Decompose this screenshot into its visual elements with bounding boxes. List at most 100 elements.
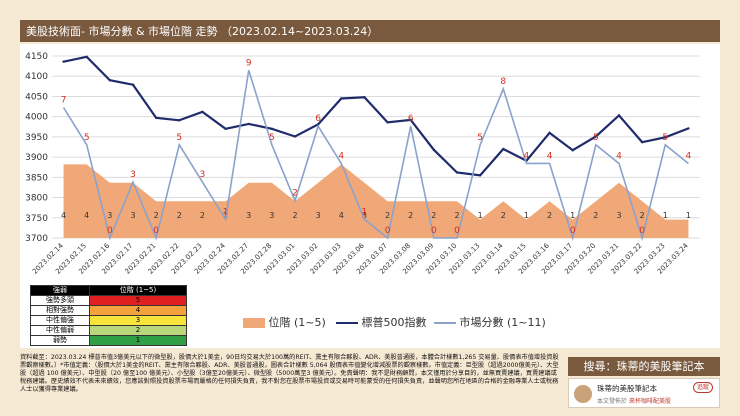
level-row: 弱勢 1 [30,335,187,346]
legend-score-label: 市場分數 (1~11) [459,316,546,329]
sp500-point [131,83,135,86]
legend-area-label: 位階 (1~5) [268,316,326,329]
sp500-point [108,79,112,82]
score-line [62,70,689,241]
search-banner: 搜尋：珠蒂的美股筆記本 [568,357,720,376]
level-table: 強弱 位階 (1~5) 強勢多頭 5 相對強勢 4 中性偏強 3 中性偏弱 2 弱勢 1 [30,285,187,346]
sp500-point [548,131,551,135]
brand-meta: 本文發佈於 來杯咖啡配美股 [597,396,671,405]
level-data-label: 1 [524,211,529,220]
score-data-label: 0 [454,226,460,236]
level-data-label: 2 [593,211,598,220]
legend-score: 市場分數 (1~11) [434,314,546,330]
legend-sp500: 標普500指數 [336,314,427,330]
score-data-label: 8 [500,77,506,87]
level-data-label: 3 [362,211,367,220]
brand-meta-prefix: 本文發佈於 [597,398,628,405]
brand-meta-link[interactable]: 來杯咖啡配美股 [628,398,671,405]
level-data-label: 2 [547,211,552,220]
score-data-label: 4 [686,151,692,161]
y-tick-label: 4150 [25,52,48,62]
level-row: 相對強勢 4 [30,305,187,316]
level-data-label: 2 [454,211,459,220]
score-data-label: 0 [570,226,576,236]
level-data-label: 3 [616,211,621,220]
legend-area-swatch [243,318,265,328]
follow-button[interactable]: 追蹤 [692,382,713,393]
score-data-label: 0 [639,226,645,236]
level-row-swatch: 1 [89,335,187,346]
score-data-label: 5 [84,133,90,143]
sp500-point [85,55,88,59]
level-data-label: 3 [269,211,274,220]
y-tick-label: 3700 [25,234,48,244]
level-data-label: 4 [61,211,66,220]
sp500-point [316,123,320,126]
sp500-point [363,96,366,99]
level-data-label: 3 [246,211,251,220]
level-data-label: 3 [107,211,112,220]
score-data-label: 6 [408,114,414,124]
score-data-label: 6 [315,114,321,124]
chart-title: 美股技術面- 市場分數 & 市場位階 走勢 （2023.02.14~2023.0… [26,25,379,38]
level-data-label: 2 [292,211,297,220]
score-data-label: 5 [593,133,599,143]
score-data-label: 9 [246,58,252,68]
level-data-label: 2 [501,211,506,220]
level-row-swatch: 5 [89,295,187,306]
score-data-label: 4 [524,151,530,161]
brand-name: 珠蒂的美股筆記本 [597,384,657,393]
level-row-label: 弱勢 [30,335,90,346]
legend-area: 位階 (1~5) [243,314,326,330]
level-data-label: 2 [200,211,205,220]
level-data-label: 1 [478,211,483,220]
level-data-label: 3 [130,211,135,220]
y-tick-label: 3950 [25,133,48,143]
sp500-point [409,118,412,122]
sp500-point [293,135,297,138]
score-data-label: 3 [130,170,136,180]
y-tick-label: 4050 [25,92,48,102]
level-data-label: 2 [640,211,645,220]
level-data-label: 1 [686,211,691,220]
area-series-level [63,164,689,238]
score-data-label: 5 [269,133,275,143]
legend-sp500-label: 標普500指數 [361,316,427,329]
level-row: 中性偏強 3 [30,315,187,326]
sp500-point [502,147,505,151]
score-data-label: 5 [477,133,483,143]
y-tick-label: 3800 [25,194,48,204]
sp500-point [687,127,690,130]
level-data-label: 2 [177,211,182,220]
sp500-point [455,171,459,174]
level-row-label: 相對強勢 [30,305,90,316]
score-data-label: 1 [362,207,368,217]
level-table-header-level: 位階 (1~5) [89,285,187,296]
score-data-label: 0 [153,226,159,236]
sp500-point [664,136,667,139]
sp500-point [154,116,158,120]
level-row-label: 中性偏強 [30,315,90,326]
level-data-label: 2 [408,211,413,220]
level-row-swatch: 4 [89,305,187,316]
score-data-label: 0 [107,226,113,236]
score-data-label: 5 [662,133,668,143]
sp500-point [270,127,274,130]
footer-disclaimer: 資料截至：2023.03.24 標普市值3億美元以下的微型股，股價大於1美金，9… [20,354,559,393]
score-data-label: 3 [200,170,206,180]
score-data-label: 2 [292,189,298,199]
sp500-point [247,122,250,126]
score-data-label: 7 [61,96,67,106]
level-data-label: 1 [570,211,575,220]
level-data-label: 4 [339,211,344,220]
y-tick-label: 4000 [25,113,48,123]
score-data-label: 4 [547,151,553,161]
level-row: 強勢多頭 5 [30,295,187,306]
y-tick-label: 4100 [25,72,48,82]
level-row: 中性偏弱 2 [30,325,187,336]
sp500-point [201,110,204,114]
sp500-line [63,55,689,177]
level-data-label: 2 [385,211,390,220]
level-row-swatch: 2 [89,325,187,336]
y-tick-label: 3750 [25,214,48,224]
